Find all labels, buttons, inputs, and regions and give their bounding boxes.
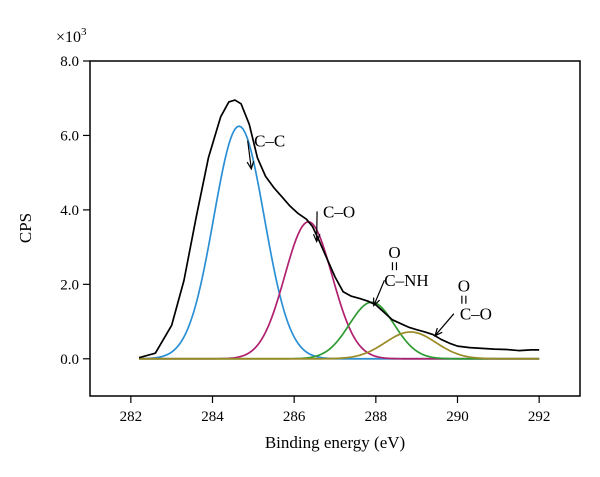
annotation-arrow-head-label_c_o_ester [434,327,443,337]
y-tick-label: 6.0 [60,128,79,144]
annotation-arrow-line-label_c_o_ester [434,313,455,337]
y-multiplier-base: ×10 [56,29,81,46]
annotation-superscript-label_c_nh: O [388,243,400,262]
series-line-envelope [138,99,540,359]
x-tick-label: 286 [283,409,306,425]
annotation-arrow-line-label_c_c [247,140,252,170]
series-line-c_o_ester [139,331,540,360]
series-group [138,99,540,360]
x-axis-label: Binding energy (eV) [265,433,405,452]
y-axis-label: CPS [16,213,35,243]
y-multiplier: ×103 [56,26,87,46]
annotation-label-label_c_o: C–O [323,202,355,221]
annotation-arrow-head-label_c_c [246,161,255,171]
annotations-group: C–C C–O C–NH O C–O O [246,132,492,337]
annotation-label-label_c_nh: C–NH [384,271,428,290]
x-tick-label: 292 [528,409,551,425]
y-tick-label: 2.0 [60,277,79,293]
x-tick-label: 290 [446,409,469,425]
annotation-arrow-line-label_c_nh [373,279,386,306]
annotation-superscript-label_c_o_ester: O [458,277,470,296]
y-tick-label: 4.0 [60,203,79,219]
annotation-arrow-head-label_c_o [312,233,321,243]
x-tick-label: 284 [201,409,224,425]
series-line-c_c [138,125,540,360]
annotation-label-label_c_c: C–C [254,132,285,151]
plot-frame [89,60,581,397]
y-ticks: 0.0 2.0 4.0 6.0 8.0 [60,54,90,368]
y-tick-label: 8.0 [60,54,79,70]
x-tick-label: 282 [120,409,143,425]
x-ticks: 282 284 286 288 290 292 [120,396,551,425]
annotation-label-label_c_o_ester: C–O [460,305,492,324]
y-multiplier-exp: 3 [81,26,87,38]
y-tick-label: 0.0 [60,352,79,368]
annotation-arrow-head-label_c_nh [373,297,381,307]
x-tick-label: 288 [365,409,388,425]
